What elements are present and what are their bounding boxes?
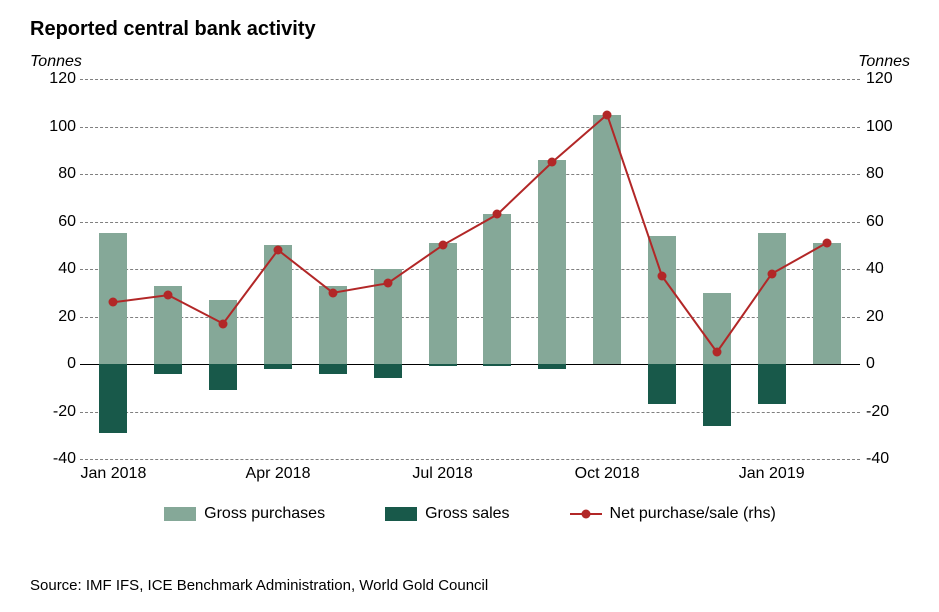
legend-gross-sales: Gross sales [385,505,509,523]
zero-line [80,364,860,365]
bar-purchase [538,160,566,364]
net-marker [767,269,776,278]
bar-sale [319,364,347,374]
xtick-label: Jan 2019 [739,465,805,483]
bar-sale [154,364,182,374]
bar-sale [758,364,786,404]
legend-swatch-sales [385,507,417,521]
gridline [80,317,860,318]
bar-purchase [429,243,457,364]
legend-label-net: Net purchase/sale (rhs) [610,505,776,523]
bar-sale [648,364,676,404]
gridline [80,127,860,128]
ytick-left: 40 [36,260,76,278]
bar-sale [374,364,402,378]
net-marker [712,348,721,357]
bar-purchase [483,214,511,364]
ytick-right: 0 [866,355,906,373]
ytick-right: -20 [866,403,906,421]
legend-label-purchases: Gross purchases [204,505,325,523]
bar-purchase [648,236,676,364]
bar-sale [99,364,127,433]
bar-purchase [264,245,292,364]
ytick-left: 0 [36,355,76,373]
source-text: Source: IMF IFS, ICE Benchmark Administr… [30,577,488,594]
bar-sale [483,364,511,366]
bar-purchase [813,243,841,364]
net-marker [658,272,667,281]
ytick-right: 100 [866,118,906,136]
net-marker [822,238,831,247]
net-marker [383,279,392,288]
net-marker [548,158,557,167]
ytick-right: 20 [866,308,906,326]
bar-sale [209,364,237,390]
bar-sale [703,364,731,426]
gridline [80,412,860,413]
ytick-right: 40 [866,260,906,278]
bar-purchase [758,233,786,364]
ytick-right: 80 [866,165,906,183]
chart-title: Reported central bank activity [30,18,909,41]
net-marker [219,319,228,328]
net-marker [438,241,447,250]
net-marker [274,246,283,255]
ytick-right: -40 [866,450,906,468]
ytick-left: 80 [36,165,76,183]
bar-sale [538,364,566,369]
ytick-left: 20 [36,308,76,326]
chart-container: Tonnes Tonnes -40-40-20-2000202040406060… [30,53,910,523]
bar-purchase [319,286,347,364]
ytick-left: 60 [36,213,76,231]
ytick-left: 100 [36,118,76,136]
gridline [80,459,860,460]
ytick-left: -20 [36,403,76,421]
gridline [80,174,860,175]
ytick-right: 120 [866,70,906,88]
legend-swatch-purchases [164,507,196,521]
net-marker [493,210,502,219]
ytick-left: 120 [36,70,76,88]
ytick-right: 60 [866,213,906,231]
legend-net: Net purchase/sale (rhs) [570,505,776,523]
xtick-label: Apr 2018 [246,465,311,483]
bar-sale [429,364,457,366]
legend-label-sales: Gross sales [425,505,509,523]
net-marker [109,298,118,307]
net-marker [164,291,173,300]
bar-sale [264,364,292,369]
gridline [80,269,860,270]
bar-purchase [593,115,621,364]
legend: Gross purchases Gross sales Net purchase… [80,505,860,523]
ytick-left: -40 [36,450,76,468]
net-marker [603,110,612,119]
legend-gross-purchases: Gross purchases [164,505,325,523]
net-marker [328,288,337,297]
y-axis-title-right: Tonnes [858,53,910,71]
gridline [80,222,860,223]
xtick-label: Oct 2018 [575,465,640,483]
y-axis-title-left: Tonnes [30,53,82,71]
legend-swatch-net [570,507,602,521]
xtick-label: Jul 2018 [412,465,473,483]
gridline [80,79,860,80]
plot-area: -40-40-20-200020204040606080801001001201… [80,79,860,459]
xtick-label: Jan 2018 [81,465,147,483]
bar-purchase [209,300,237,364]
